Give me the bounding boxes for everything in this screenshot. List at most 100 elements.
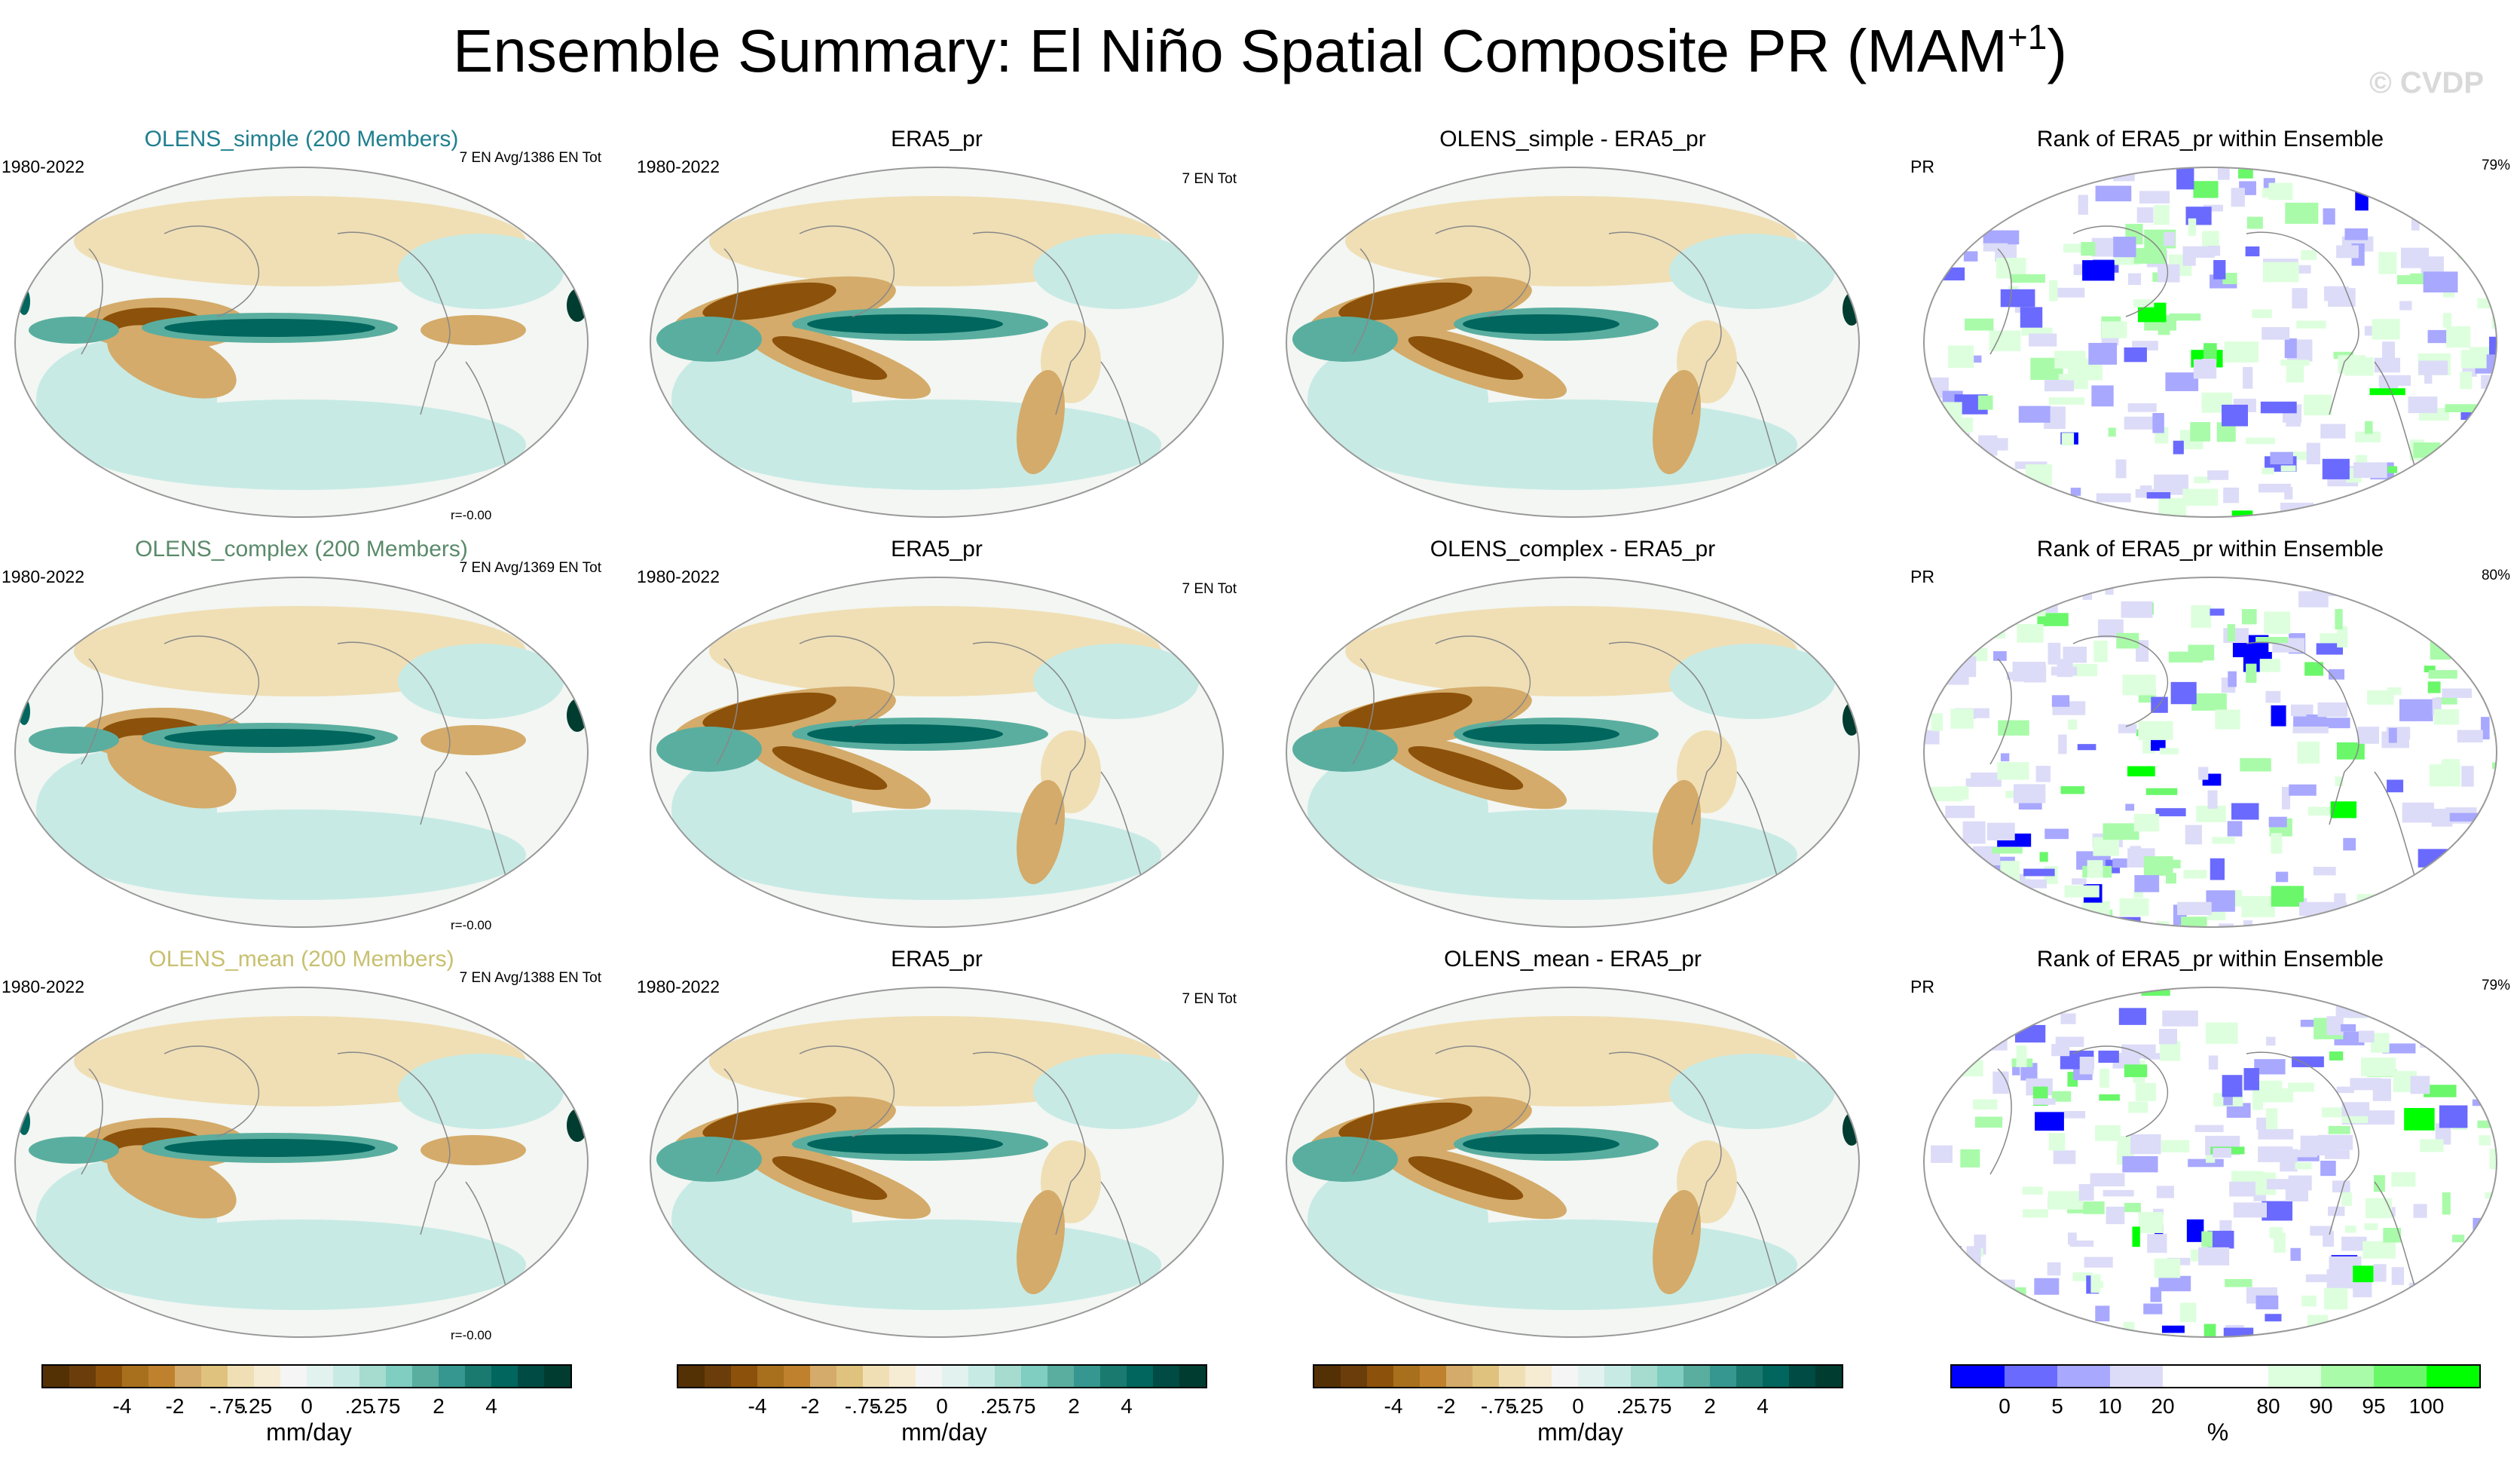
rank-low-cell	[2411, 907, 2419, 926]
rank-low-cell	[1956, 914, 1990, 925]
rank-low-cell	[2155, 808, 2186, 817]
rank-low-cell	[2075, 923, 2103, 927]
rank-high-cell	[2203, 343, 2217, 363]
panel-model-row1: OLENS_simple (200 Members) 1980-2022 7 EN …	[0, 128, 603, 535]
rank-high-cell	[2049, 280, 2058, 301]
rank-high-cell	[2271, 833, 2283, 854]
rank-low-cell	[2343, 837, 2356, 851]
rank-high-cell	[2132, 1226, 2140, 1247]
colorbar-swatch	[228, 1366, 254, 1387]
rank-high-cell	[2497, 461, 2498, 479]
colorbar-swatch	[359, 1366, 386, 1387]
rank-low-cell	[2479, 171, 2497, 184]
rank-high-cell	[2231, 1171, 2264, 1185]
rank-high-cell	[1960, 1149, 1980, 1168]
rank-low-cell	[2161, 1325, 2185, 1333]
rank-low-cell	[1950, 1005, 1981, 1026]
colorbar-swatch	[491, 1366, 518, 1387]
rank-low-cell	[2414, 607, 2428, 615]
coastline	[1352, 635, 1783, 893]
colorbar-swatch	[1314, 1366, 1341, 1387]
rank-low-cell	[2243, 366, 2253, 389]
rank-high-cell	[2493, 1203, 2497, 1211]
rank-low-cell	[2156, 1186, 2174, 1198]
colorbar-swatch	[1473, 1366, 1499, 1387]
rank-low-cell	[2176, 168, 2194, 190]
rank-high-cell	[2479, 907, 2490, 924]
colorbar-tick-label: 100	[2408, 1394, 2445, 1418]
colorbar-swatch	[836, 1366, 863, 1387]
rank-high-cell	[2190, 422, 2211, 442]
rank-low-cell	[1962, 821, 1986, 844]
rank-high-cell	[2341, 1192, 2352, 1206]
rank-low-cell	[2402, 1317, 2411, 1330]
rank-low-cell	[1959, 210, 1996, 227]
rank-low-cell	[2399, 699, 2433, 721]
colorbar-swatch	[678, 1366, 705, 1387]
rank-low-cell	[2170, 681, 2197, 705]
panel-title: OLENS_complex (200 Members)	[135, 537, 468, 562]
rank-low-cell	[2063, 1111, 2086, 1119]
rank-high-cell	[2466, 884, 2485, 892]
rank-high-cell	[2362, 1241, 2396, 1259]
colorbar-swatch	[1631, 1366, 1657, 1387]
rank-high-cell	[2241, 609, 2257, 625]
rank-low-cell	[2285, 1186, 2308, 1201]
rank-high-cell	[2418, 987, 2442, 1008]
north-atlantic-wet-anomaly	[398, 1054, 564, 1129]
rank-low-cell	[2489, 336, 2497, 357]
rank-high-cell	[2090, 1274, 2101, 1293]
colorbar-swatch	[1341, 1366, 1367, 1387]
colorbar-tick-label: -2	[1436, 1394, 1456, 1418]
rank-low-cell	[2115, 577, 2126, 586]
rank-low-cell	[2353, 462, 2387, 479]
rank-low-cell	[2048, 642, 2061, 665]
rank-high-cell	[2288, 451, 2311, 461]
rank-low-cell	[2399, 301, 2412, 311]
rank-low-cell	[2223, 628, 2249, 644]
colorbar-swatch	[1684, 1366, 1710, 1387]
colorbar-swatch	[1578, 1366, 1604, 1387]
rank-low-cell	[1937, 173, 1959, 187]
map-border	[14, 987, 589, 1338]
rank-low-cell	[2431, 1283, 2457, 1304]
north-atlantic-wet-anomaly	[1033, 234, 1199, 309]
rank-low-cell	[2070, 488, 2081, 496]
rank-high-cell	[2436, 697, 2457, 705]
rank-low-cell	[2313, 866, 2336, 876]
rank-high-cell	[2457, 237, 2479, 259]
rank-high-cell	[2240, 757, 2271, 772]
colorbar-swatch	[96, 1366, 122, 1387]
rank-low-cell	[2021, 879, 2048, 889]
rank-low-cell	[1937, 1317, 1956, 1337]
rank-low-cell	[2207, 1230, 2234, 1249]
rank-high-cell	[2280, 465, 2296, 472]
rank-high-cell	[2023, 1209, 2048, 1218]
rank-low-cell	[2053, 1150, 2076, 1164]
colorbar-swatches	[677, 1364, 1207, 1388]
rank-low-cell	[2150, 1287, 2162, 1302]
colorbar-swatch	[43, 1366, 69, 1387]
rank-high-cell	[2160, 1041, 2181, 1061]
rank-high-cell	[2442, 759, 2460, 775]
rank-high-cell	[2295, 1162, 2312, 1170]
rank-high-cell	[2433, 708, 2460, 725]
colorbar-tick-label: .25	[344, 1394, 375, 1418]
equatorial-pacific-wet-core	[807, 1134, 1003, 1154]
rank-high-cell	[2124, 925, 2148, 927]
rank-low-cell	[2158, 1275, 2191, 1292]
rank-low-cell	[2306, 714, 2327, 723]
rank-low-cell	[2157, 264, 2180, 283]
rank-low-cell	[2020, 498, 2029, 516]
colorbar-tick-label: -4	[1384, 1394, 1403, 1418]
rank-low-cell	[2222, 404, 2248, 427]
rank-low-cell	[2473, 993, 2490, 1011]
rank-low-cell	[2410, 1076, 2430, 1094]
rank-low-cell	[2460, 886, 2473, 898]
rank-high-cell	[1931, 713, 1944, 731]
rank-high-cell	[2222, 272, 2237, 285]
rank-low-cell	[2421, 256, 2444, 274]
rank-high-cell	[1925, 178, 1945, 192]
rank-high-cell	[2099, 1069, 2110, 1088]
rank-low-cell	[2258, 1128, 2294, 1140]
